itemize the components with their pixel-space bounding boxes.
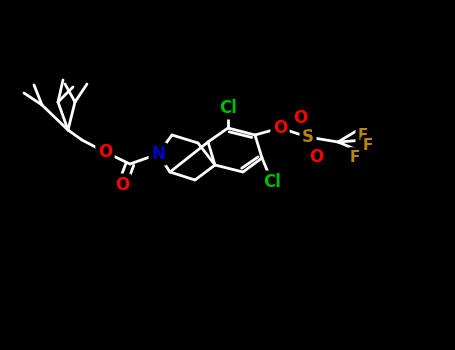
- Text: F: F: [350, 149, 360, 164]
- Text: O: O: [293, 109, 307, 127]
- Text: O: O: [115, 176, 129, 194]
- Text: O: O: [309, 148, 323, 166]
- Text: O: O: [98, 143, 112, 161]
- Text: F: F: [363, 139, 373, 154]
- Text: S: S: [302, 128, 314, 146]
- Text: Cl: Cl: [263, 173, 281, 191]
- Text: O: O: [273, 119, 287, 137]
- Text: N: N: [151, 145, 165, 163]
- Text: F: F: [358, 127, 368, 142]
- Text: Cl: Cl: [219, 99, 237, 117]
